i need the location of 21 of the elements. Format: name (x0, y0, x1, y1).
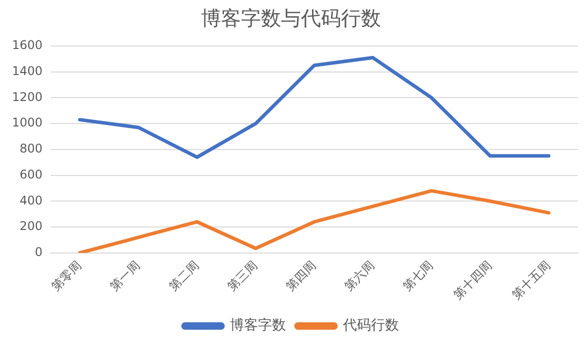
legend-label: 代码行数 (342, 318, 399, 334)
x-tick-label: 第十四周 (450, 258, 494, 302)
x-tick-label: 第十五周 (509, 258, 554, 302)
y-tick-label: 0 (34, 245, 43, 259)
y-tick-label: 600 (20, 167, 43, 182)
y-tick-label: 1400 (12, 64, 43, 78)
x-tick-label: 第四周 (283, 258, 319, 294)
y-tick-label: 800 (20, 142, 43, 156)
y-tick-label: 1600 (12, 38, 43, 52)
y-tick-label: 1200 (12, 90, 43, 104)
x-tick-label: 第零周 (48, 258, 84, 294)
y-tick-label: 1000 (12, 116, 43, 130)
x-tick-label: 第六周 (342, 258, 378, 294)
x-tick-label: 第一周 (107, 258, 143, 294)
x-tick-label: 第二周 (166, 258, 202, 294)
y-tick-label: 200 (20, 219, 43, 234)
chart-title: 博客字数与代码行数 (201, 6, 381, 30)
y-tick-label: 400 (20, 193, 43, 208)
x-tick-label: 第七周 (400, 258, 436, 294)
legend-label: 博客字数 (230, 318, 286, 334)
x-tick-label: 第三周 (224, 258, 260, 294)
